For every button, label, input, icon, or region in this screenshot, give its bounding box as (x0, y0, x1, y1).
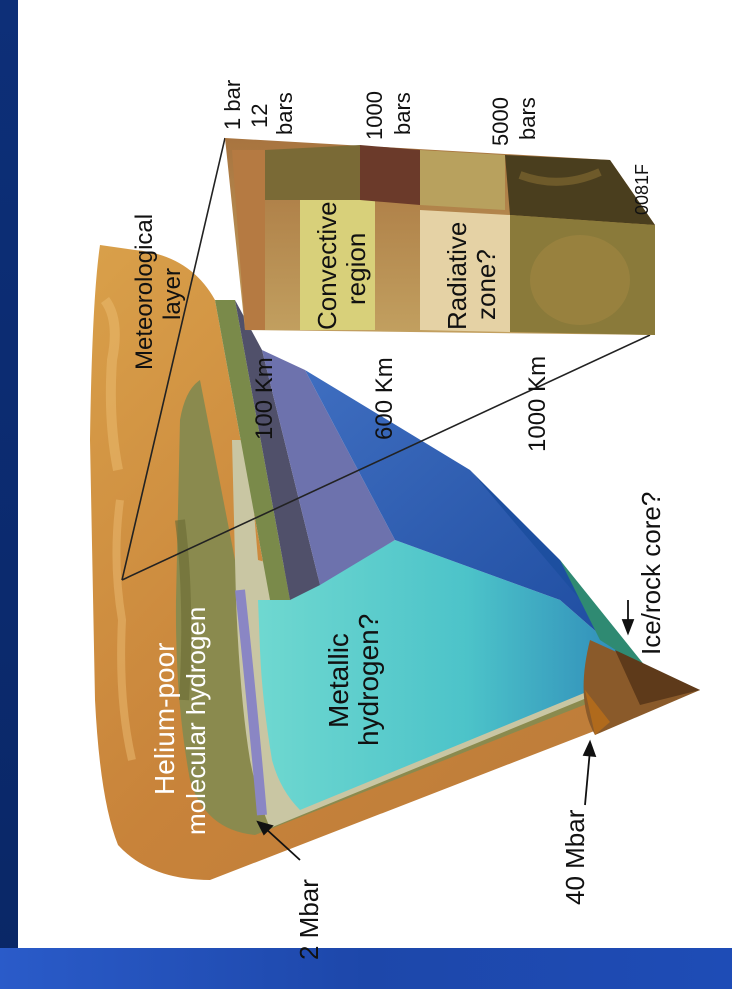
label-code: 0081F (632, 164, 652, 215)
label-radiative-1: Radiative (442, 222, 472, 330)
label-1000-bars-num: 1000 (362, 91, 387, 140)
label-600-km: 600 Km (371, 357, 398, 440)
label-ice-rock-core: Ice/rock core? (636, 492, 666, 655)
label-1-bar: 1 bar (220, 80, 245, 130)
deep-blue-layer (305, 370, 640, 670)
label-radiative-2: zone? (471, 249, 501, 320)
label-meteorological-1: Meteorological (131, 214, 158, 370)
atmosphere-column-detail (225, 138, 655, 335)
label-12-bars-num: 12 (247, 104, 272, 128)
label-5000-bars-unit: bars (515, 97, 540, 140)
metallic-hydrogen-layer (258, 540, 640, 810)
label-metallic-1: Metallic (323, 633, 354, 728)
label-100-km: 100 Km (251, 357, 278, 440)
planet-cone-section (90, 245, 700, 880)
label-12-bars-unit: bars (272, 92, 297, 135)
labels: 1 bar 12 bars 1000 bars 5000 bars 0081F … (131, 80, 666, 960)
label-meteorological-2: layer (159, 268, 186, 320)
label-1000-bars-unit: bars (390, 92, 415, 135)
label-40-mbar: 40 Mbar (560, 809, 590, 905)
label-helium-poor-1: Helium-poor (149, 643, 180, 796)
label-1000-km: 1000 Km (524, 356, 551, 452)
pointer-arrows (256, 600, 635, 861)
label-5000-bars-num: 5000 (488, 97, 513, 146)
label-helium-poor-2: molecular hydrogen (181, 607, 211, 835)
label-2-mbar: 2 Mbar (294, 879, 324, 960)
label-convective-1: Convective (312, 201, 342, 330)
label-metallic-2: hydrogen? (353, 614, 384, 746)
label-convective-2: region (341, 233, 371, 305)
slide-bottom-bar (0, 948, 732, 989)
connector-lines (121, 137, 651, 581)
